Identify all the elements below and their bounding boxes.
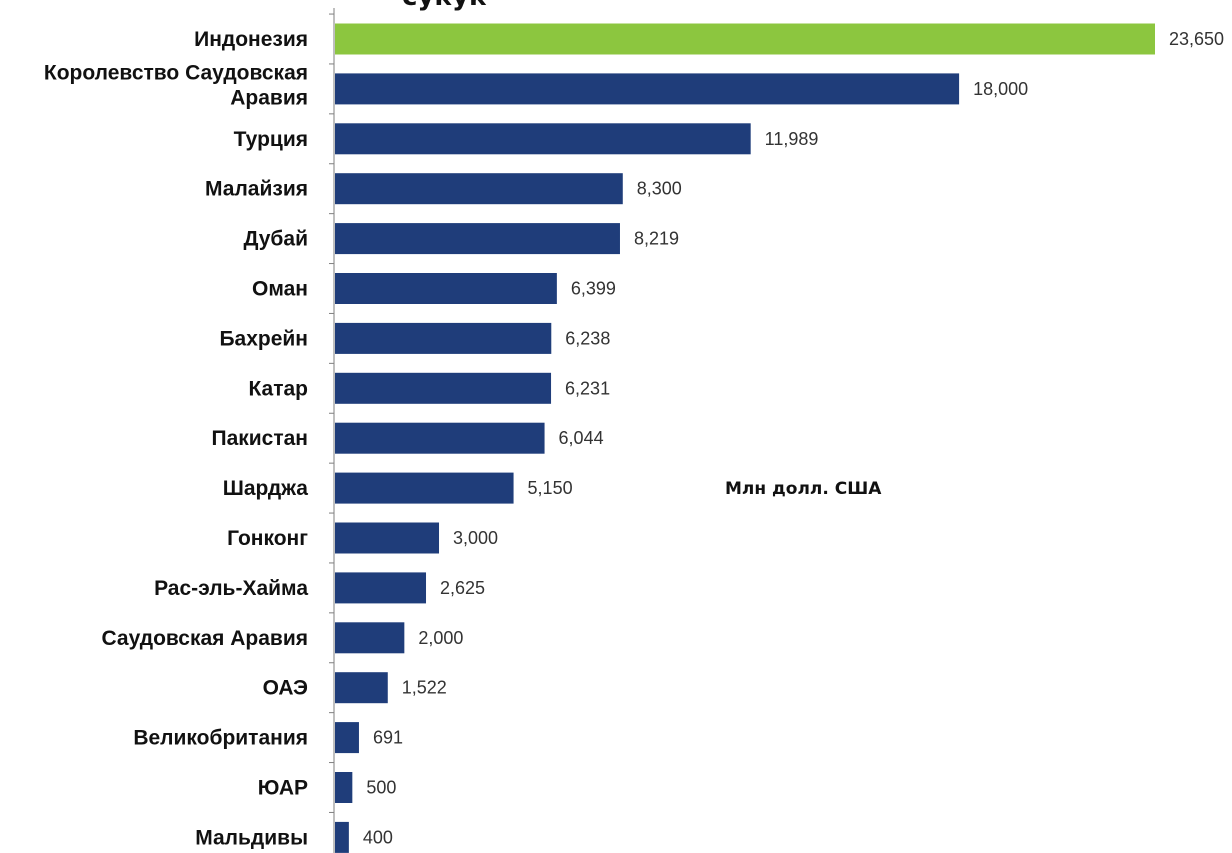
value-label: 5,150 [528,478,573,498]
category-label: Рас-эль-Хайма [154,577,308,600]
value-label: 400 [363,827,393,847]
bar [335,772,353,803]
category-label: Великобритания [133,727,308,750]
category-label: Мальдивы [195,826,308,849]
category-label: ОАЭ [263,677,308,700]
bar [335,173,623,205]
value-label: 23,650 [1169,29,1224,49]
bar [335,422,545,454]
category-label: Индонезия [194,28,308,51]
value-label: 11,989 [765,129,819,149]
category-label: Малайзия [205,178,308,201]
category-label: Бахрейн [219,327,308,350]
bar [335,672,388,704]
value-label: 691 [373,728,403,748]
value-label: 2,625 [440,578,485,598]
bar [335,372,552,404]
unit-label: Млн долл. США [725,479,882,499]
category-label: Саудовская Аравия [101,627,308,650]
value-label: 6,044 [559,428,604,448]
category-label: Аравия [230,86,308,109]
category-label: Турция [234,128,308,151]
chart-title: сукук [402,0,487,12]
value-label: 6,231 [565,378,610,398]
value-label: 3,000 [453,528,498,548]
value-label: 8,219 [634,229,679,249]
category-label: Гонконг [227,527,308,550]
category-label: Дубай [244,228,308,251]
value-label: 18,000 [973,79,1028,99]
value-label: 1,522 [402,678,447,698]
bar [335,622,405,654]
bar [335,123,751,155]
bar [335,23,1155,55]
value-label: 6,399 [571,279,616,299]
category-label: Пакистан [211,427,308,450]
bar [335,472,514,504]
bar [335,73,960,105]
value-label: 6,238 [565,328,610,348]
bar [335,322,552,354]
bar [335,821,349,853]
bar [335,223,620,255]
category-label: ЮАР [258,777,308,800]
category-label: Королевство Саудовская [44,61,308,84]
category-label: Катар [248,377,308,400]
bar [335,522,440,554]
bar [335,572,427,604]
category-label: Оман [252,278,308,301]
value-label: 2,000 [418,628,463,648]
value-label: 500 [366,778,396,798]
category-label: Шарджа [223,477,309,500]
bar [335,722,359,754]
bar [335,273,557,304]
value-label: 8,300 [637,179,682,199]
